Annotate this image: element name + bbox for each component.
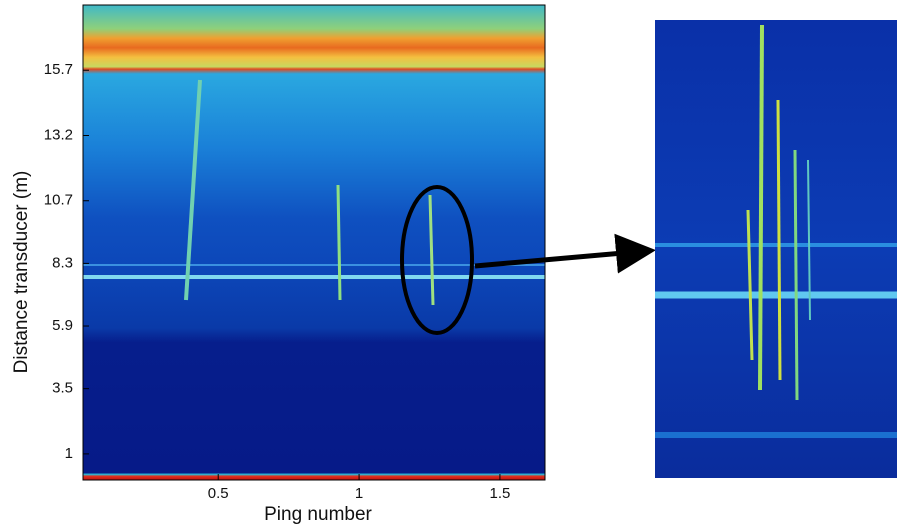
echogram-background (83, 5, 545, 480)
echo-trace (336, 184, 342, 301)
y-tick-label: 15.7 (44, 61, 73, 78)
echogram-image (83, 5, 545, 480)
y-tick-label: 10.7 (44, 192, 73, 209)
y-tick-label: 8.3 (52, 254, 73, 271)
y-tick-label: 3.5 (52, 380, 73, 397)
echo-trace (184, 79, 202, 301)
inset-background (655, 20, 897, 478)
inset-trace (746, 209, 754, 361)
echo-trace (428, 194, 435, 306)
x-axis-title: Ping number (264, 504, 372, 525)
x-tick-label: 0.5 (208, 485, 229, 502)
plot-frame (82, 4, 546, 481)
y-tick-label: 5.9 (52, 317, 73, 334)
y-axis-title: Distance transducer (m) (11, 171, 32, 374)
y-tick-label: 1 (65, 445, 73, 462)
y-tick-label: 13.2 (44, 126, 73, 143)
arrow (474, 233, 656, 274)
inset-trace (758, 24, 764, 391)
zoom-inset (655, 20, 897, 478)
x-tick-label: 1.5 (489, 485, 510, 502)
highlight-ellipse (400, 185, 474, 335)
inset-trace (807, 159, 811, 321)
inset-trace (793, 149, 799, 401)
x-tick-label: 1 (355, 485, 363, 502)
inset-trace (776, 99, 782, 381)
